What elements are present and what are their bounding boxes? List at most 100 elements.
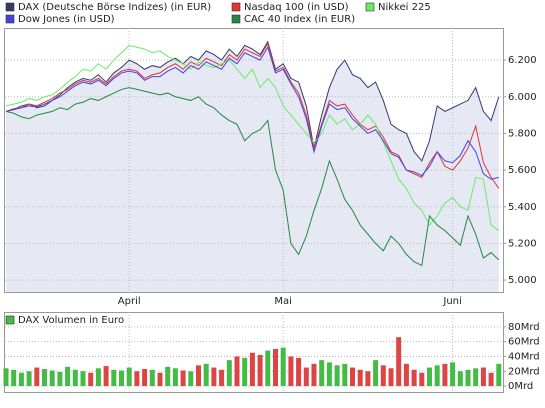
bar: [388, 368, 394, 387]
y-tick-label: 60Mrd: [508, 337, 540, 348]
bar: [257, 354, 263, 387]
bar: [342, 363, 348, 387]
bar: [265, 350, 271, 387]
bar: [296, 357, 302, 387]
bar: [88, 372, 94, 387]
bar: [196, 365, 201, 387]
bar: [465, 369, 471, 387]
legend-swatch: [5, 2, 15, 12]
legend-swatch: [5, 14, 15, 24]
y-tick-label: 5.200: [508, 238, 537, 249]
y-tick-label: 80Mrd: [508, 322, 540, 333]
bar: [126, 367, 132, 387]
bar: [450, 362, 456, 387]
bar: [65, 366, 71, 387]
bar: [496, 363, 502, 387]
bar: [72, 369, 78, 387]
line: [5, 44, 500, 231]
bar: [3, 368, 9, 387]
bar: [334, 365, 340, 387]
bar: [249, 352, 255, 387]
bar: [180, 370, 186, 387]
bar: [480, 367, 486, 387]
bar: [311, 363, 317, 387]
legend-label: DAX Volumen in Euro: [18, 315, 124, 326]
bar: [165, 366, 171, 387]
y-tick-label: 20Mrd: [508, 366, 540, 377]
y-tick-label: 5.000: [508, 275, 537, 286]
y-tick-label: 40Mrd: [508, 351, 540, 362]
y-tick-label: 5.600: [508, 165, 537, 176]
bar: [149, 369, 155, 387]
bar: [219, 369, 225, 387]
legend-swatch: [5, 315, 15, 325]
x-tick-label: Juni: [442, 296, 461, 307]
bar: [95, 368, 101, 387]
bar: [373, 360, 379, 387]
bar: [419, 372, 425, 387]
bar: [103, 366, 109, 387]
bar: [157, 372, 163, 387]
bar: [273, 349, 278, 387]
bar: [303, 367, 309, 387]
bar: [34, 367, 40, 387]
bar: [80, 371, 86, 387]
bar: [172, 368, 178, 387]
y-tick-label: 0Mrd: [508, 381, 533, 392]
bar: [396, 337, 402, 387]
x-tick-label: April: [118, 296, 141, 307]
bar: [326, 362, 332, 387]
y-tick-label: 5.800: [508, 128, 537, 139]
y-tick-label: 6.200: [508, 55, 537, 66]
bar: [226, 360, 232, 387]
legend-label: CAC 40 Index (in EUR): [244, 14, 355, 25]
bar: [427, 367, 432, 387]
bar: [142, 369, 148, 387]
bar: [57, 372, 63, 387]
volume-frame: [4, 312, 504, 393]
bar: [11, 369, 17, 387]
bar: [488, 372, 494, 387]
x-tick-label: Mai: [274, 296, 292, 307]
legend-swatch: [231, 14, 241, 24]
legend-label: Nasdaq 100 (in USD): [244, 2, 349, 13]
bar: [365, 371, 371, 387]
bar: [403, 363, 409, 387]
bar: [188, 371, 194, 387]
bar: [111, 369, 117, 387]
bar: [442, 363, 448, 387]
y-tick-label: 6.000: [508, 92, 537, 103]
line: [5, 40, 500, 162]
legend-label: DAX (Deutsche Börse Indizes) (in EUR): [18, 2, 211, 13]
bar: [434, 365, 440, 387]
bar: [473, 368, 479, 387]
legend-swatch: [231, 2, 241, 12]
bar: [280, 347, 286, 387]
bar: [211, 367, 217, 387]
line: [5, 42, 500, 189]
bar: [134, 371, 140, 387]
bar: [42, 369, 47, 387]
bar: [203, 363, 209, 387]
bar: [350, 367, 355, 387]
bar: [234, 356, 240, 387]
bar: [319, 360, 325, 387]
line: [5, 87, 500, 267]
legend-swatch: [365, 2, 375, 12]
bar: [380, 365, 386, 387]
bar: [288, 356, 294, 387]
bar: [26, 371, 32, 387]
line: [5, 46, 499, 180]
bar: [411, 369, 417, 387]
legend-label: Nikkei 225: [378, 2, 431, 13]
bar: [119, 370, 124, 387]
bar: [18, 372, 24, 387]
bar: [242, 357, 248, 387]
area: [6, 41, 499, 292]
legend-label: Dow Jones (in USD): [18, 14, 115, 25]
bar: [457, 371, 463, 387]
bar: [357, 369, 363, 387]
y-tick-label: 5.400: [508, 202, 537, 213]
main-frame: [4, 28, 504, 293]
